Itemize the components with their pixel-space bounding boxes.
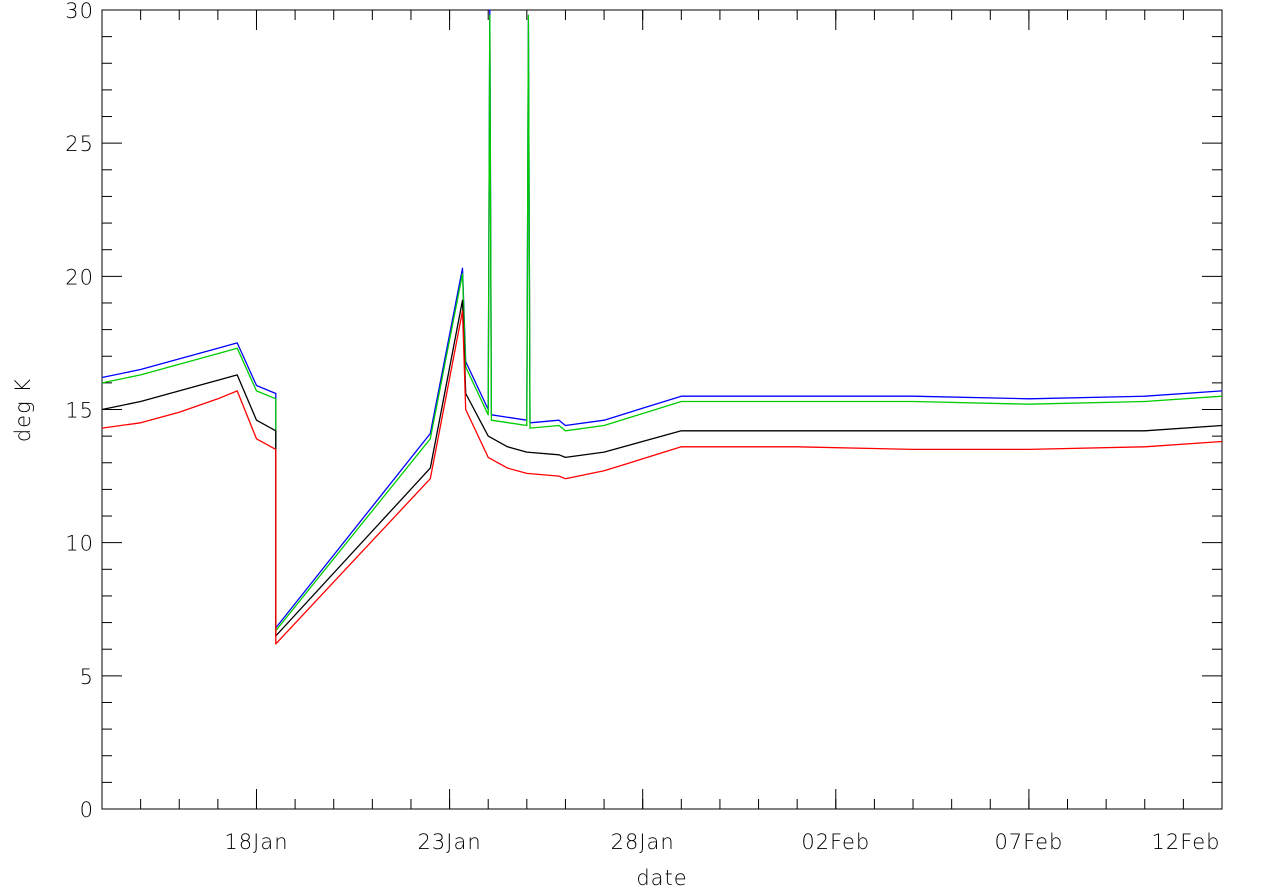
plot-frame bbox=[101, 9, 1223, 810]
y-tick-label: 20 bbox=[65, 265, 94, 289]
x-tick-label: 18Jan bbox=[224, 830, 288, 854]
x-tick-label: 28Jan bbox=[611, 830, 675, 854]
y-tick-label: 0 bbox=[80, 798, 94, 822]
series-group bbox=[101, 9, 1223, 645]
series-line-0 bbox=[101, 9, 1223, 629]
series-line-1 bbox=[101, 14, 1223, 632]
y-tick-label: 5 bbox=[80, 665, 94, 689]
x-tick-label: 07Feb bbox=[994, 830, 1063, 854]
series-line-3 bbox=[101, 310, 1223, 645]
y-axis-title: deg K bbox=[11, 378, 35, 442]
y-tick-label: 10 bbox=[65, 532, 94, 556]
y-axis-ticks: 0 5 10 15 20 25 30 bbox=[65, 0, 1222, 822]
y-tick-label: 25 bbox=[65, 132, 94, 156]
x-tick-label: 02Feb bbox=[801, 830, 870, 854]
x-tick-label: 12Feb bbox=[1152, 830, 1221, 854]
x-tick-label: 23Jan bbox=[418, 830, 482, 854]
series-line-2 bbox=[101, 299, 1223, 637]
x-axis-title: date bbox=[636, 866, 687, 890]
x-axis-ticks: 18Jan 23Jan 28Jan 02Feb 07Feb 12Feb bbox=[140, 10, 1223, 854]
y-tick-label: 30 bbox=[65, 0, 94, 23]
y-tick-label: 15 bbox=[65, 399, 94, 423]
